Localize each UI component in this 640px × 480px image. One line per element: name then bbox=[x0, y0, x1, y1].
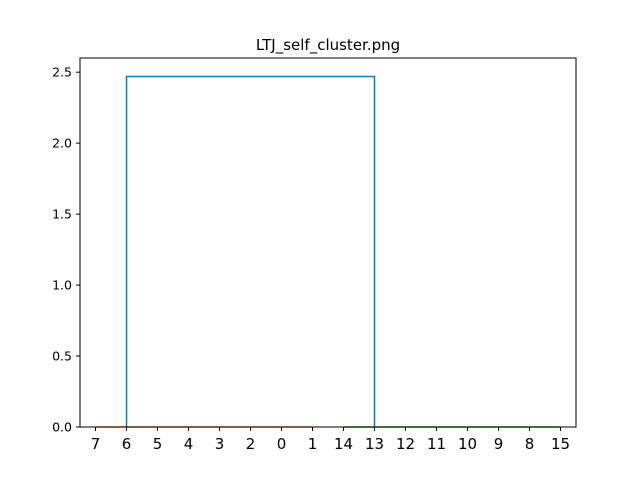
y-tick-label: 2.5 bbox=[52, 65, 72, 80]
leaf-label: 8 bbox=[525, 435, 535, 453]
y-tick-label: 1.0 bbox=[52, 278, 72, 293]
y-tick-label: 1.5 bbox=[52, 207, 72, 222]
y-tick-label: 0.5 bbox=[52, 349, 72, 364]
leaf-label: 10 bbox=[458, 435, 477, 453]
leaf-label: 7 bbox=[91, 435, 101, 453]
plot-area-frame bbox=[79, 57, 577, 428]
leaf-label: 13 bbox=[365, 435, 384, 453]
root-merge-link bbox=[125, 75, 376, 427]
leaf-label: 9 bbox=[494, 435, 504, 453]
y-tick-label: 2.0 bbox=[52, 136, 72, 151]
leaf-label: 12 bbox=[396, 435, 415, 453]
leaf-label: 0 bbox=[277, 435, 287, 453]
leaf-label: 2 bbox=[246, 435, 256, 453]
leaf-label: 11 bbox=[427, 435, 446, 453]
leaf-label: 15 bbox=[551, 435, 570, 453]
leaf-label: 5 bbox=[153, 435, 163, 453]
leaf-label: 4 bbox=[184, 435, 194, 453]
leaf-label: 3 bbox=[215, 435, 225, 453]
leaf-label: 6 bbox=[122, 435, 132, 453]
y-axis-ticks: 0.0 0.5 1.0 1.5 2.0 2.5 bbox=[52, 65, 80, 435]
leaf-label: 14 bbox=[334, 435, 353, 453]
chart-title: LTJ_self_cluster.png bbox=[256, 36, 400, 55]
y-tick-label: 0.0 bbox=[52, 420, 72, 435]
leaf-label: 1 bbox=[308, 435, 318, 453]
